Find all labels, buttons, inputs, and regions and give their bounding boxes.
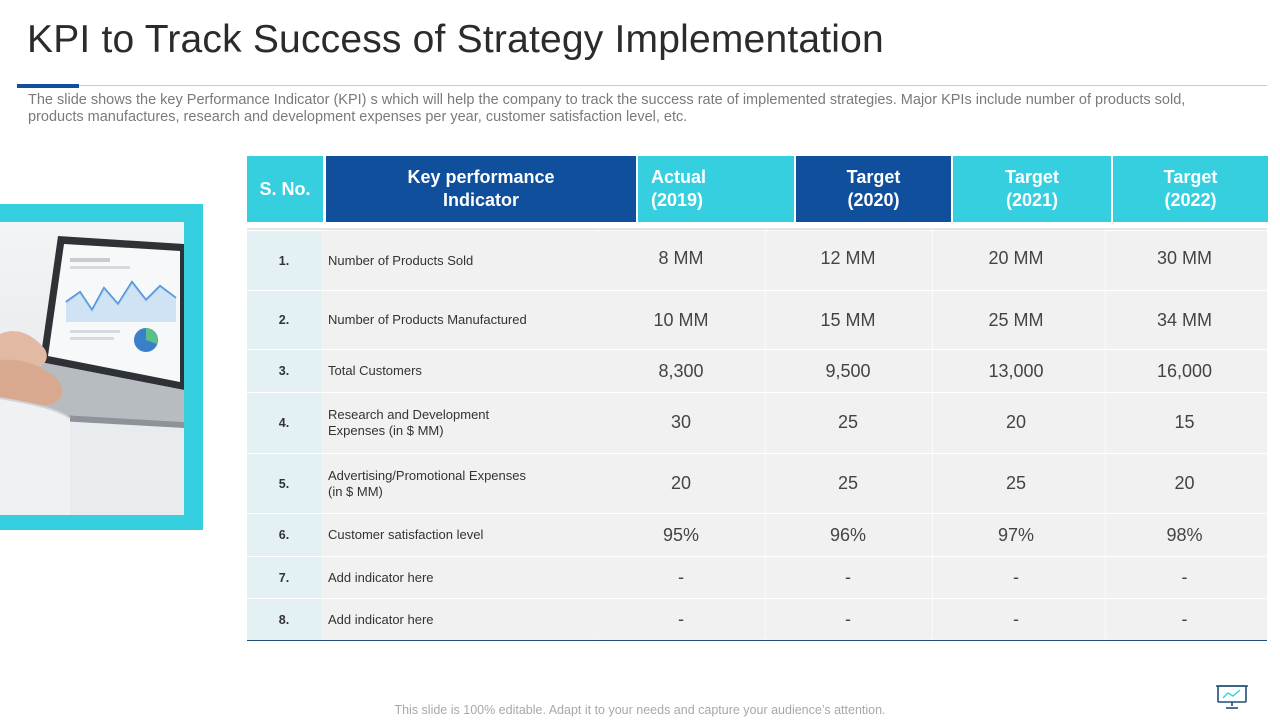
row-divider: [247, 453, 1267, 454]
row-divider: [247, 556, 1267, 557]
slide-title: KPI to Track Success of Strategy Impleme…: [27, 18, 884, 61]
header-target-2021-line1: Target: [1005, 167, 1059, 187]
header-kpi: Key performance Indicator: [326, 156, 636, 222]
actual-2019-column-panel: [599, 231, 763, 640]
row-divider: [247, 349, 1267, 350]
row-6-target-2021: 97%: [997, 524, 1035, 545]
header-kpi-line2: Indicator: [442, 190, 519, 210]
row-8-target-2020: -: [845, 609, 851, 629]
header-target-2020-line1: Target: [846, 167, 901, 187]
row-7-kpi: Add indicator here: [328, 569, 434, 585]
row-1-target-2021: 20 MM: [988, 248, 1044, 268]
row-2-target-2022: 34 MM: [1156, 309, 1212, 330]
row-7-actual-2019: -: [678, 567, 684, 587]
row-2-sno: 2.: [278, 313, 290, 327]
row-divider: [247, 598, 1267, 599]
row-1-sno: 1.: [278, 253, 290, 268]
row-3-kpi: Total Customers: [328, 363, 422, 378]
row-1-target-2020: 12 MM: [820, 248, 876, 268]
row-3-target-2021: 13,000: [988, 360, 1044, 381]
row-5-target-2021: 25: [1005, 473, 1027, 493]
row-3-sno: 3.: [278, 364, 290, 378]
row-divider: [247, 392, 1267, 393]
row-8-kpi: Add indicator here: [328, 611, 434, 627]
row-5-target-2020: 25: [837, 473, 859, 493]
kpi-column-panel: [321, 231, 597, 640]
row-7-target-2020: -: [845, 567, 851, 587]
row-8-sno: 8.: [278, 612, 290, 627]
row-3-target-2020: 9,500: [825, 360, 871, 381]
footer-note: This slide is 100% editable. Adapt it to…: [394, 703, 886, 717]
row-6-target-2020: 96%: [829, 524, 867, 545]
header-target-2021-line2: (2021): [1005, 190, 1059, 210]
row-7-target-2022: -: [1181, 567, 1188, 587]
row-6-kpi: Customer satisfaction level: [328, 527, 484, 542]
row-divider: [247, 513, 1267, 514]
row-1-actual-2019: 8 MM: [658, 248, 704, 268]
row-1-kpi: Number of Products Sold: [328, 252, 474, 268]
row-2-actual-2019: 10 MM: [653, 309, 709, 330]
row-8-actual-2019: -: [678, 609, 684, 629]
row-4-target-2022: 15: [1174, 411, 1195, 432]
slide-description: The slide shows the key Performance Indi…: [28, 92, 1186, 125]
row-4-kpi: Research and Development Expenses (in $ …: [328, 407, 490, 438]
row-8-target-2021: -: [1013, 609, 1019, 629]
header-sno-label: S. No.: [259, 178, 311, 199]
header-actual-line1: Actual: [651, 167, 707, 187]
row-4-target-2020: 25: [837, 411, 859, 432]
title-accent-bar: [17, 84, 79, 88]
row-7-target-2021: -: [1013, 567, 1019, 587]
table-top-line: [247, 228, 1267, 230]
row-2-kpi: Number of Products Manufactured: [328, 312, 527, 327]
row-5-actual-2019: 20: [670, 473, 692, 493]
row-3-target-2022: 16,000: [1156, 360, 1213, 381]
title-divider: [17, 85, 1267, 86]
target-2022-column-panel: [1106, 231, 1267, 640]
header-actual-line2: (2019): [651, 190, 704, 210]
row-6-target-2022: 98%: [1166, 524, 1203, 545]
header-target-2020-line2: (2020): [847, 190, 900, 210]
row-5-kpi: Advertising/Promotional Expenses (in $ M…: [328, 467, 526, 499]
row-1-target-2022: 30 MM: [1156, 248, 1212, 268]
target-2020-column-panel: [766, 231, 930, 640]
header-target-2022: Target (2022): [1113, 156, 1268, 222]
row-4-sno: 4.: [278, 416, 290, 430]
row-divider: [247, 290, 1267, 291]
sno-column-panel: [247, 231, 321, 640]
header-actual-2019: Actual (2019): [638, 156, 794, 222]
row-7-sno: 7.: [278, 570, 290, 585]
row-5-sno: 5.: [278, 476, 290, 491]
presentation-monitor-icon: [1216, 683, 1248, 709]
header-target-2022-line1: Target: [1163, 167, 1218, 187]
row-2-target-2021: 25 MM: [988, 309, 1044, 330]
header-kpi-line1: Key performance: [407, 167, 555, 187]
row-4-actual-2019: 30: [670, 411, 692, 432]
row-3-actual-2019: 8,300: [658, 360, 704, 381]
table-bottom-rule: [247, 640, 1267, 641]
header-target-2020: Target (2020): [796, 156, 951, 222]
row-5-target-2022: 20: [1174, 473, 1195, 493]
row-6-actual-2019: 95%: [662, 524, 700, 545]
row-4-target-2021: 20: [1005, 411, 1027, 432]
row-2-target-2020: 15 MM: [820, 309, 876, 330]
laptop-analytics-photo: [0, 222, 184, 515]
header-sno: S. No.: [247, 156, 323, 222]
target-2021-column-panel: [933, 231, 1103, 640]
header-target-2022-line2: (2022): [1164, 190, 1217, 210]
header-target-2021: Target (2021): [953, 156, 1111, 222]
row-6-sno: 6.: [278, 528, 290, 542]
row-8-target-2022: -: [1181, 609, 1188, 629]
